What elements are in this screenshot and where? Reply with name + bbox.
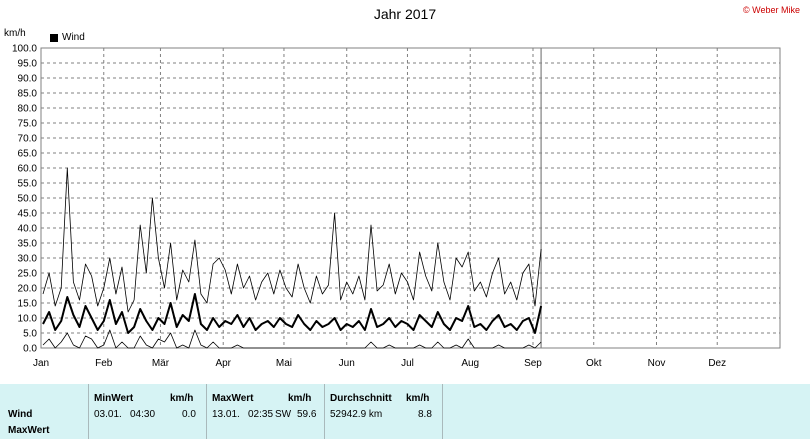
avg-distance: 52942.9 km <box>330 409 383 420</box>
y-tick-label: 35.0 <box>18 239 38 250</box>
legend-label: Wind <box>62 32 85 43</box>
y-tick-label: 0.0 <box>23 344 37 355</box>
avg-unit: km/h <box>406 393 430 404</box>
row-label-wind: Wind <box>8 409 33 420</box>
max-date: 13.01. <box>212 409 240 420</box>
y-tick-label: 70.0 <box>18 134 38 145</box>
legend-swatch <box>50 33 58 42</box>
x-tick-label: Mai <box>276 358 292 369</box>
y-tick-label: 95.0 <box>18 59 38 70</box>
y-tick-label: 55.0 <box>18 179 38 190</box>
y-tick-label: 100.0 <box>12 44 37 55</box>
y-tick-label: 25.0 <box>18 269 38 280</box>
x-tick-label: Jan <box>33 358 49 369</box>
series-line-max <box>42 167 542 313</box>
x-tick-label: Apr <box>215 358 231 369</box>
chart-title: Jahr 2017 <box>373 6 437 22</box>
stats-table: Wind MaxWert MinWert km/h 03.01. 04:30 0… <box>0 384 810 439</box>
max-time: 02:35 <box>248 409 274 420</box>
x-tick-label: Aug <box>461 358 479 369</box>
series-line-min <box>42 329 542 349</box>
row-label-maxwert: MaxWert <box>8 425 50 436</box>
avg-header: Durchschnitt <box>330 393 392 404</box>
x-tick-label: Dez <box>708 358 726 369</box>
max-header: MaxWert <box>212 393 254 404</box>
min-value: 0.0 <box>182 409 196 420</box>
series-line-wind <box>42 293 543 334</box>
y-tick-label: 30.0 <box>18 254 38 265</box>
wind-chart: 0.0 5.0 10.0 15.0 20.0 25.0 30.0 35.0 40.0 45.0 50… <box>12 44 781 369</box>
min-unit: km/h <box>170 393 194 404</box>
min-header: MinWert <box>94 393 134 404</box>
min-date: 03.01. <box>94 409 122 420</box>
y-tick-label: 50.0 <box>18 194 38 205</box>
column-separator <box>324 384 325 439</box>
y-tick-label: 85.0 <box>18 89 38 100</box>
y-tick-label: 60.0 <box>18 164 38 175</box>
avg-value: 8.8 <box>418 409 432 420</box>
column-separator <box>442 384 443 439</box>
x-tick-label: Nov <box>648 358 666 369</box>
y-tick-label: 90.0 <box>18 74 38 85</box>
y-tick-label: 45.0 <box>18 209 38 220</box>
max-direction: SW <box>275 409 292 420</box>
y-tick-label: 75.0 <box>18 119 38 130</box>
min-time: 04:30 <box>130 409 156 420</box>
x-tick-label: Jun <box>339 358 355 369</box>
max-value: 59.6 <box>297 409 317 420</box>
x-tick-label: Okt <box>586 358 602 369</box>
column-separator <box>206 384 207 439</box>
column-separator <box>88 384 89 439</box>
y-tick-label: 65.0 <box>18 149 38 160</box>
y-tick-label: 15.0 <box>18 299 38 310</box>
credit-label: © Weber Mike <box>743 5 800 15</box>
legend: Wind <box>50 32 85 43</box>
x-tick-label: Mär <box>152 358 170 369</box>
y-tick-label: 40.0 <box>18 224 38 235</box>
y-tick-label: 80.0 <box>18 104 38 115</box>
y-axis-unit: km/h <box>4 28 26 39</box>
y-tick-label: 20.0 <box>18 284 38 295</box>
y-tick-label: 10.0 <box>18 314 38 325</box>
x-tick-label: Feb <box>95 358 113 369</box>
x-tick-label: Sep <box>524 358 542 369</box>
max-unit: km/h <box>288 393 312 404</box>
x-tick-label: Jul <box>401 358 414 369</box>
y-tick-label: 5.0 <box>23 329 37 340</box>
